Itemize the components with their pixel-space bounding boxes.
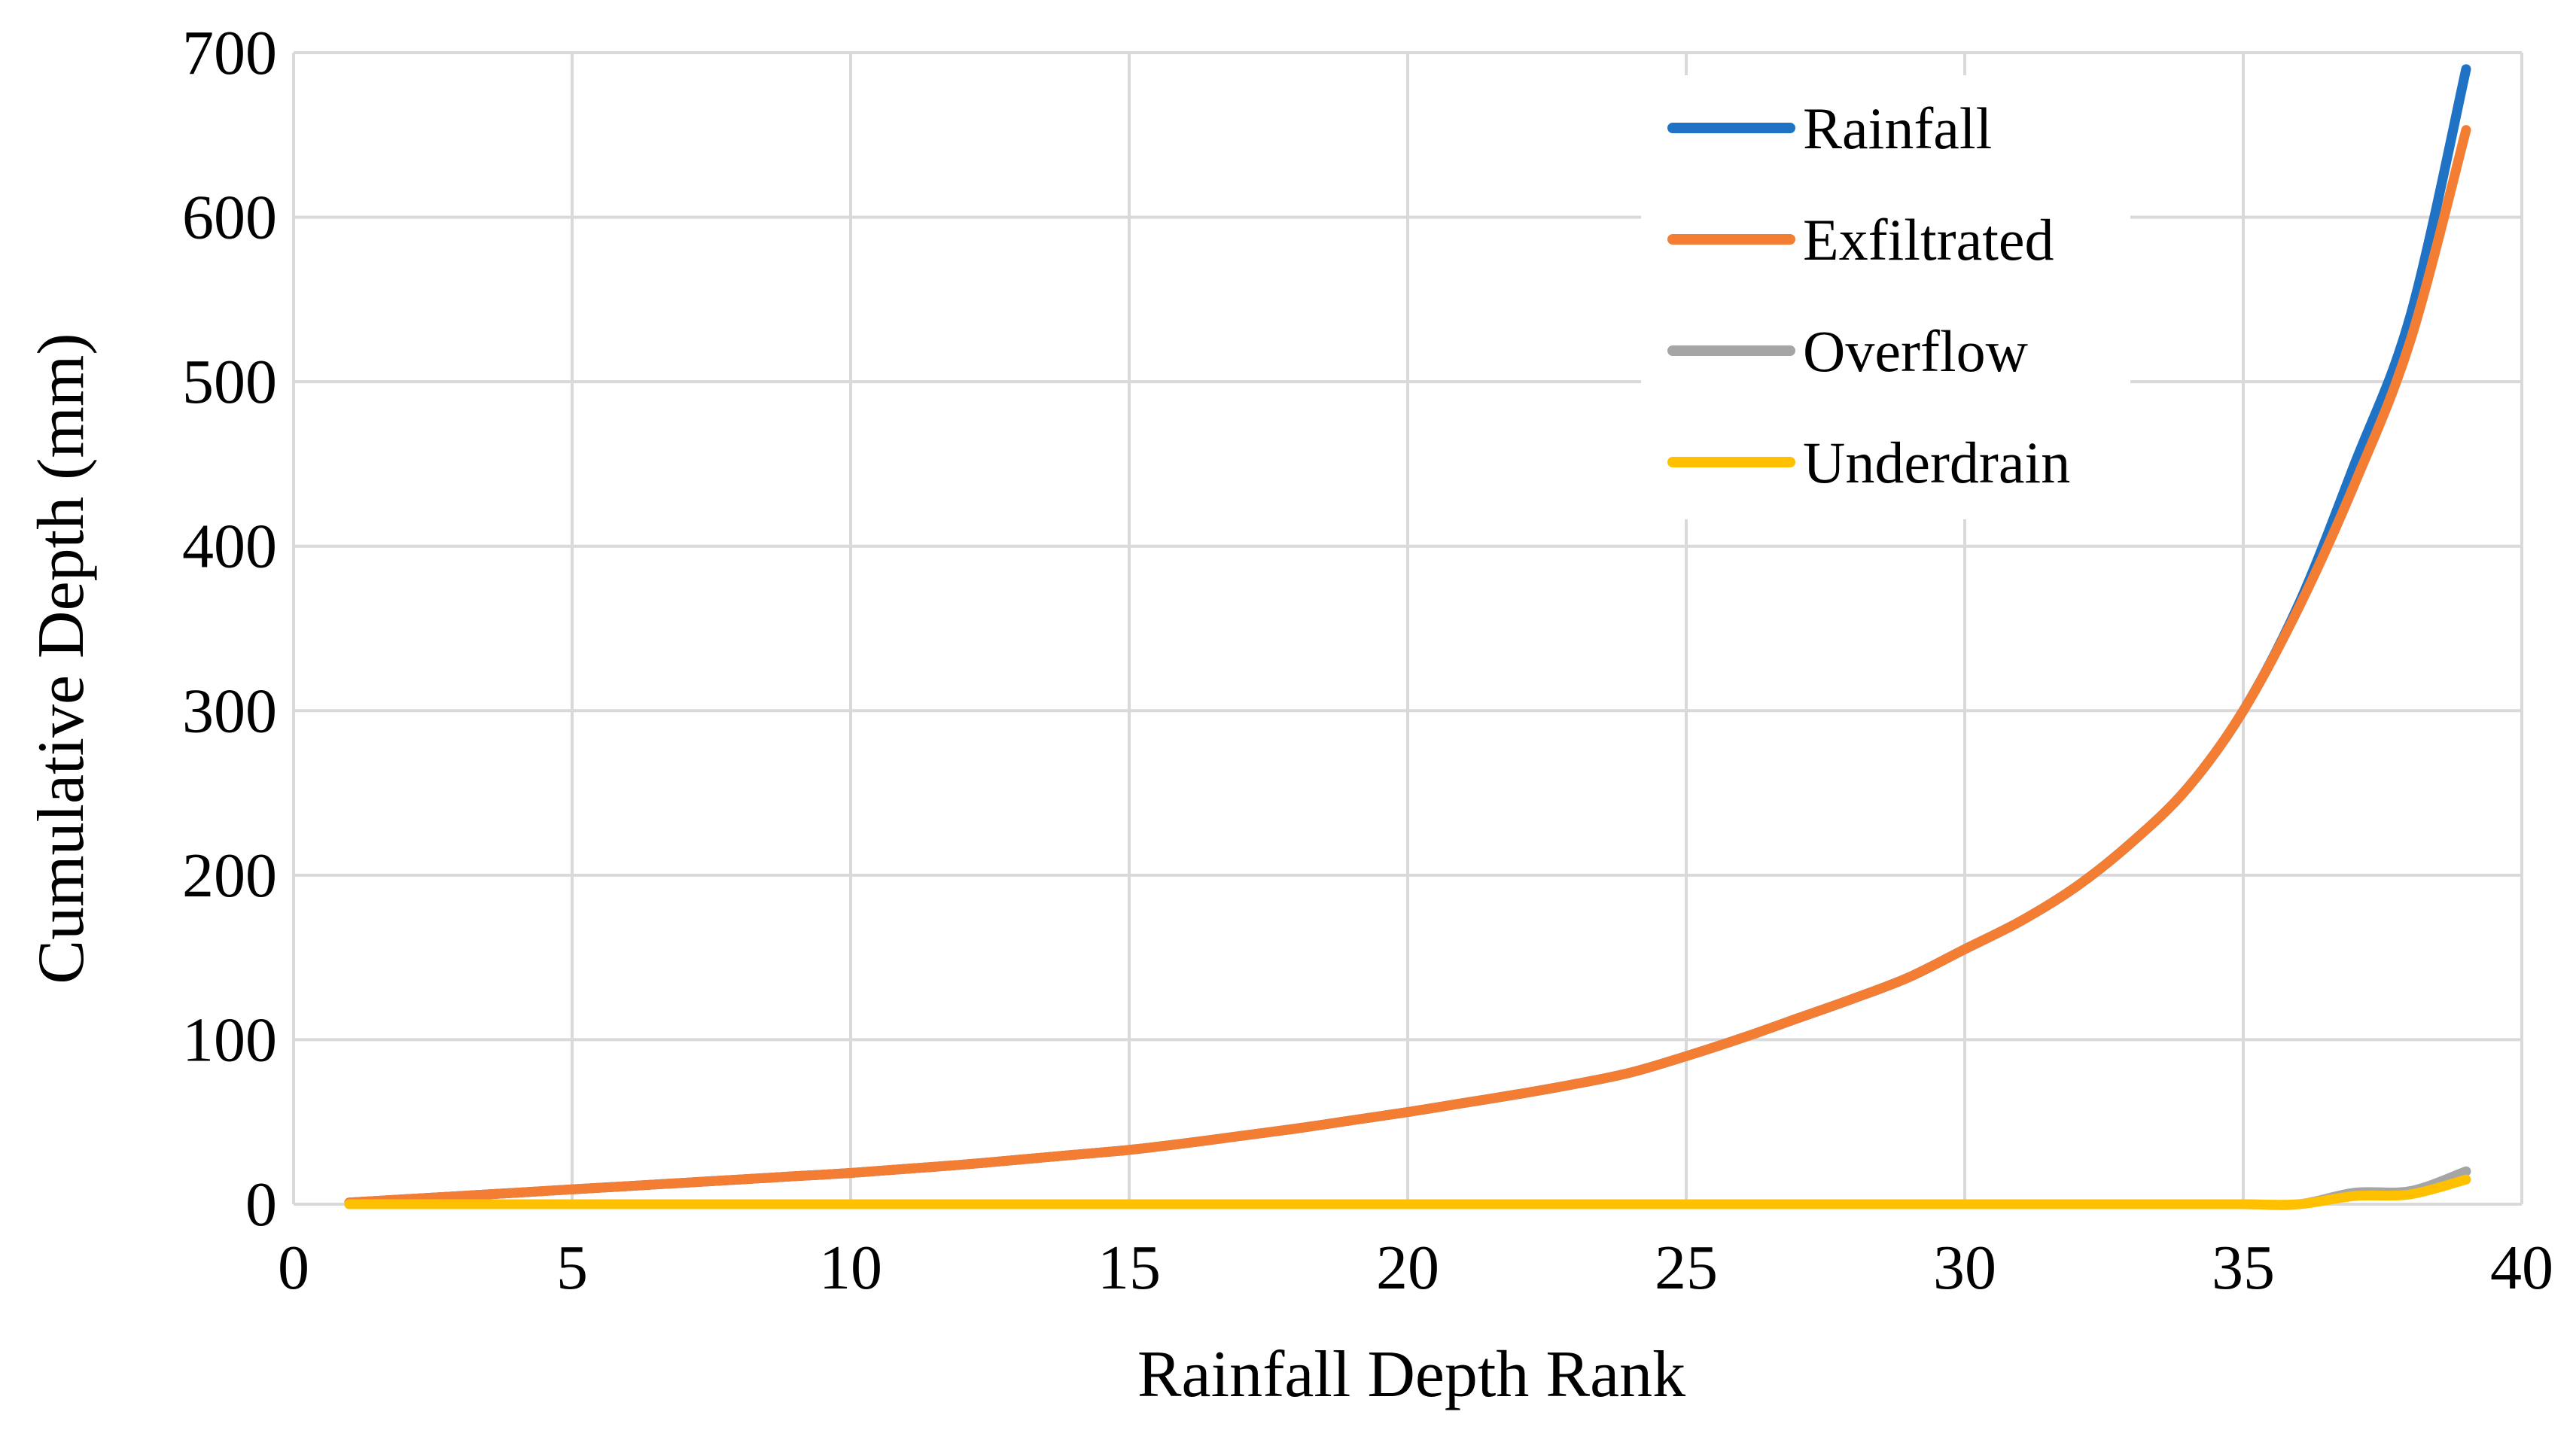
y-tick-label: 100: [182, 1005, 277, 1075]
tick-labels: 0 100 200 300 400 500 600 700 0 5 10 15 20 25 30 35 40: [182, 18, 2553, 1303]
y-tick-label: 400: [182, 512, 277, 582]
x-tick-label: 20: [1376, 1233, 1439, 1303]
x-tick-label: 0: [278, 1233, 309, 1303]
legend-label-exfiltrated: Exfiltrated: [1803, 207, 2054, 272]
y-axis-title: Cumulative Depth (mm): [25, 333, 98, 984]
series-line-underdrain: [344, 1174, 2471, 1210]
x-tick-label: 35: [2212, 1233, 2275, 1303]
x-tick-label: 10: [819, 1233, 882, 1303]
y-tick-label: 300: [182, 676, 277, 746]
x-tick-label: 25: [1655, 1233, 1718, 1303]
x-tick-label: 30: [1933, 1233, 1996, 1303]
y-tick-label: 200: [182, 841, 277, 911]
x-axis-title: Rainfall Depth Rank: [1137, 1338, 1685, 1411]
legend-label-rainfall: Rainfall: [1803, 96, 1992, 161]
plot-series: [344, 64, 2471, 1210]
legend-label-underdrain: Underdrain: [1803, 430, 2070, 495]
series-line-exfiltrated: [344, 125, 2471, 1208]
x-tick-label: 40: [2490, 1233, 2553, 1303]
y-tick-label: 0: [245, 1170, 277, 1240]
x-tick-label: 15: [1098, 1233, 1161, 1303]
x-tick-label: 5: [556, 1233, 588, 1303]
legend-label-overflow: Overflow: [1803, 318, 2028, 384]
y-tick-label: 700: [182, 18, 277, 88]
y-tick-label: 500: [182, 347, 277, 417]
legend: Rainfall Exfiltrated Overflow Underdrain: [1641, 75, 2130, 519]
legend-box: [1641, 75, 2130, 519]
y-tick-label: 600: [182, 183, 277, 253]
